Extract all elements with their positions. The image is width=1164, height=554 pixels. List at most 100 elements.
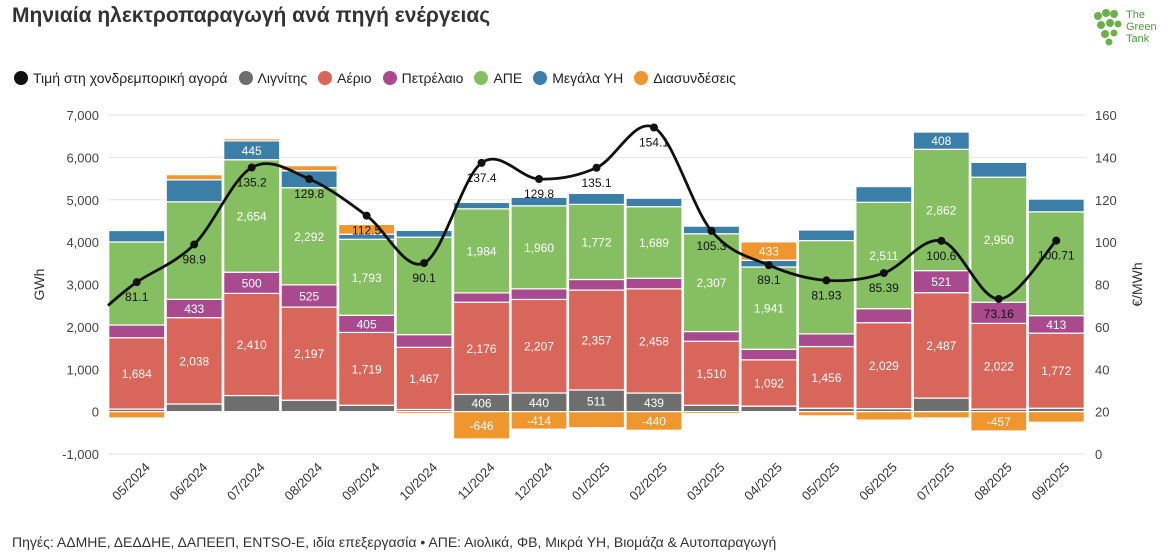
source-note: Πηγές: ΑΔΜΗΕ, ΔΕΔΔΗΕ, ΔΑΠΕΕΠ, ENTSO-E, ι… [12, 534, 777, 550]
bar-label-gas: 2,197 [294, 347, 324, 361]
bar-oil [625, 277, 683, 290]
logo-line-3: Tank [1126, 33, 1150, 45]
bar-lignite [223, 394, 281, 413]
y-tick-label: 6,000 [66, 150, 99, 165]
bar-label-gas: 2,357 [581, 334, 611, 348]
bar-res [338, 238, 396, 316]
bar-gas [567, 289, 626, 391]
bar-res [797, 239, 855, 335]
x-tick-label: 01/2025 [569, 460, 613, 504]
bar-label-res: 2,654 [237, 209, 267, 223]
bar-res [970, 176, 1028, 303]
bar-interconnections [223, 138, 281, 142]
logo-line-1: The [1126, 9, 1145, 21]
green-tank-logo [1094, 9, 1122, 46]
price-point [535, 174, 544, 183]
x-tick-label: 06/2024 [166, 460, 210, 504]
bar-label-gas: 1,467 [409, 372, 439, 386]
bar-interconnections [797, 411, 855, 417]
bar-res [740, 266, 798, 350]
y2-tick-label: 160 [1095, 108, 1117, 123]
chart-title: Μηνιαία ηλεκτροπαραγωγή ανά πηγή ενέργει… [12, 4, 491, 27]
y2-tick-label: 120 [1095, 193, 1117, 208]
price-point [1052, 236, 1061, 245]
price-label: 137.4 [467, 171, 497, 185]
bar-label-res: 1,960 [524, 241, 554, 255]
price-label: 112.5 [352, 224, 381, 238]
bar-label-interconnections: -646 [470, 419, 494, 433]
bar-label-gas: 2,029 [869, 359, 899, 373]
bar-interconnections [510, 411, 568, 430]
bar-oil [567, 278, 626, 291]
bar-label-gas: 1,772 [1041, 364, 1071, 378]
bar-hydro [970, 161, 1028, 178]
bar-hydro [855, 186, 913, 203]
x-tick-label: 08/2025 [971, 460, 1015, 504]
price-point [764, 261, 773, 270]
price-label: 105.3 [696, 239, 726, 253]
price-point [420, 259, 429, 268]
legend-item-hydro: Μεγάλα ΥΗ [533, 70, 623, 86]
x-tick-label: 07/2024 [224, 460, 268, 504]
bar-hydro [625, 197, 683, 208]
bar-label-oil: 433 [184, 302, 204, 316]
bar-label-res: 2,307 [696, 276, 726, 290]
price-label: 100.71 [1038, 249, 1075, 263]
bar-label-interconnections: -414 [527, 414, 551, 428]
bar-label-res: 1,772 [581, 235, 611, 249]
x-tick-label: 10/2024 [396, 460, 440, 504]
bar-oil [740, 348, 798, 361]
x-tick-label: 03/2025 [684, 460, 728, 504]
bar-label-oil: 521 [931, 275, 951, 289]
bar-label-lignite: 439 [644, 396, 664, 410]
bar-res [682, 233, 741, 333]
bar-gas [740, 359, 798, 407]
legend-swatch-gas [318, 71, 333, 85]
bar-lignite [280, 399, 338, 413]
bar-label-oil: 525 [299, 289, 319, 303]
y-axis-title: GWh [31, 269, 47, 301]
bar-oil [108, 324, 166, 339]
price-point [937, 236, 946, 245]
x-tick-label: 07/2025 [914, 460, 958, 504]
bar-res [280, 187, 338, 286]
bar-hydro [567, 192, 626, 206]
x-tick-label: 05/2025 [799, 460, 843, 504]
bar-hydro [395, 229, 453, 238]
bar-label-hydro: 445 [242, 144, 262, 158]
price-point [879, 269, 888, 278]
legend-item-lignite: Λιγνίτης [238, 70, 307, 86]
bar-label-hydro: 408 [931, 134, 951, 148]
legend-swatch-oil [382, 71, 397, 85]
bar-oil [510, 288, 568, 301]
x-tick-label: 05/2024 [109, 460, 153, 504]
bar-label-gas: 2,022 [984, 360, 1014, 374]
bar-interconnections [567, 411, 626, 429]
price-point [822, 276, 831, 285]
bar-gas [338, 331, 396, 406]
y2-axis-title: €/MWh [1129, 262, 1145, 306]
price-label: 98.9 [183, 252, 207, 266]
bar-label-gas: 2,487 [926, 339, 956, 353]
y-tick-label: 1,000 [66, 362, 99, 377]
bar-interconnections [1027, 411, 1085, 423]
bar-gas [970, 322, 1028, 410]
price-label: 85.39 [869, 281, 899, 295]
bar-label-interconnections: -457 [987, 415, 1011, 429]
bar-lignite [912, 397, 970, 413]
bar-interconnections [855, 411, 913, 421]
bar-res [625, 206, 683, 279]
price-label: 135.1 [581, 176, 611, 190]
bar-hydro [452, 201, 511, 210]
y-tick-label: -1,000 [62, 447, 99, 462]
price-label: 73.16 [984, 307, 1014, 321]
price-label: 129.8 [524, 187, 554, 201]
bar-res [395, 236, 453, 336]
x-tick-label: 12/2024 [511, 460, 555, 504]
bar-interconnections [280, 165, 338, 172]
bar-interconnections [625, 411, 683, 431]
legend-swatch-interconnections [634, 71, 649, 85]
legend-label-gas: Αέριο [337, 70, 372, 86]
legend-item-price: Τιμή στη χονδρεμπορική αγορά [14, 70, 228, 86]
